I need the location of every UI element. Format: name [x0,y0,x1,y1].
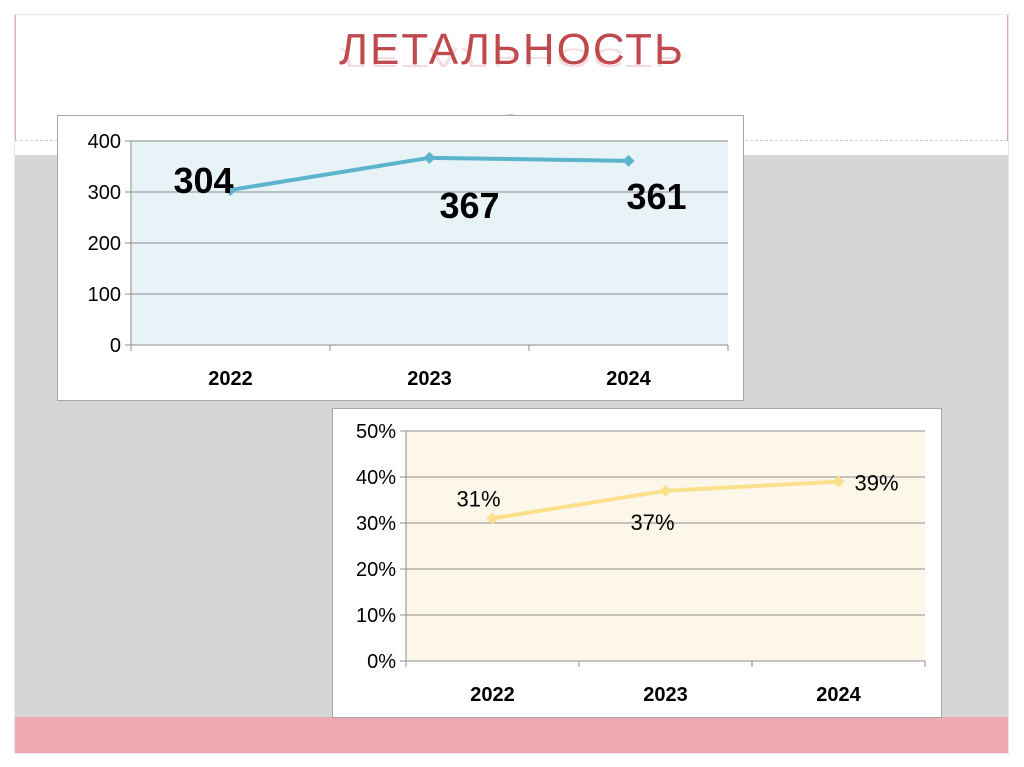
pink-footer-band [15,717,1008,753]
data-point-marker [622,154,635,167]
y-tick-label: 200 [88,233,121,255]
y-tick-label: 300 [88,182,121,204]
data-point-marker [832,475,845,488]
x-tick-label: 2024 [816,684,861,706]
data-point-marker [486,512,499,525]
data-label: 31% [456,486,500,511]
chart-lethality-percent-svg: 0% 10% 20% 30% 40% 50% 2022 2023 2024 31% 37% 39% [356,421,926,706]
y-tick-label: 20% [356,559,396,581]
x-tick-label: 2022 [208,368,253,390]
x-tick-label: 2023 [407,368,452,390]
data-label: 361 [626,176,686,217]
data-point-marker [224,183,237,196]
chart-lethality-count-svg: 0 100 200 300 400 2022 2023 2024 304 367 361 [88,131,729,390]
y-tick-label: 400 [88,131,121,153]
chart-lethality-percent: 0% 10% 20% 30% 40% 50% 2022 2023 2024 31% 37% 39% [332,408,942,718]
x-tick-label: 2023 [643,684,688,706]
data-label: 367 [439,185,499,226]
x-tick-label: 2024 [606,368,651,390]
y-tick-label: 0 [110,335,121,357]
data-label: 39% [854,471,898,496]
slide-title-reflection: ЛЕТАЛЬНОСТЬ [339,42,685,72]
data-label: 37% [630,510,674,535]
y-tick-label: 40% [356,467,396,489]
data-point-marker [423,151,436,164]
y-tick-label: 50% [356,421,396,443]
y-tick-label: 30% [356,513,396,535]
data-point-marker [659,484,672,497]
slide-title: ЛЕТАЛЬНОСТЬ [339,25,685,74]
x-tick-label: 2022 [470,684,515,706]
y-tick-label: 100 [88,284,121,306]
y-tick-label: 10% [356,605,396,627]
data-label: 304 [173,160,233,201]
y-tick-label: 0% [367,651,396,673]
plot-area [406,431,925,661]
chart-lethality-count: 0 100 200 300 400 2022 2023 2024 304 367 361 [57,115,744,401]
